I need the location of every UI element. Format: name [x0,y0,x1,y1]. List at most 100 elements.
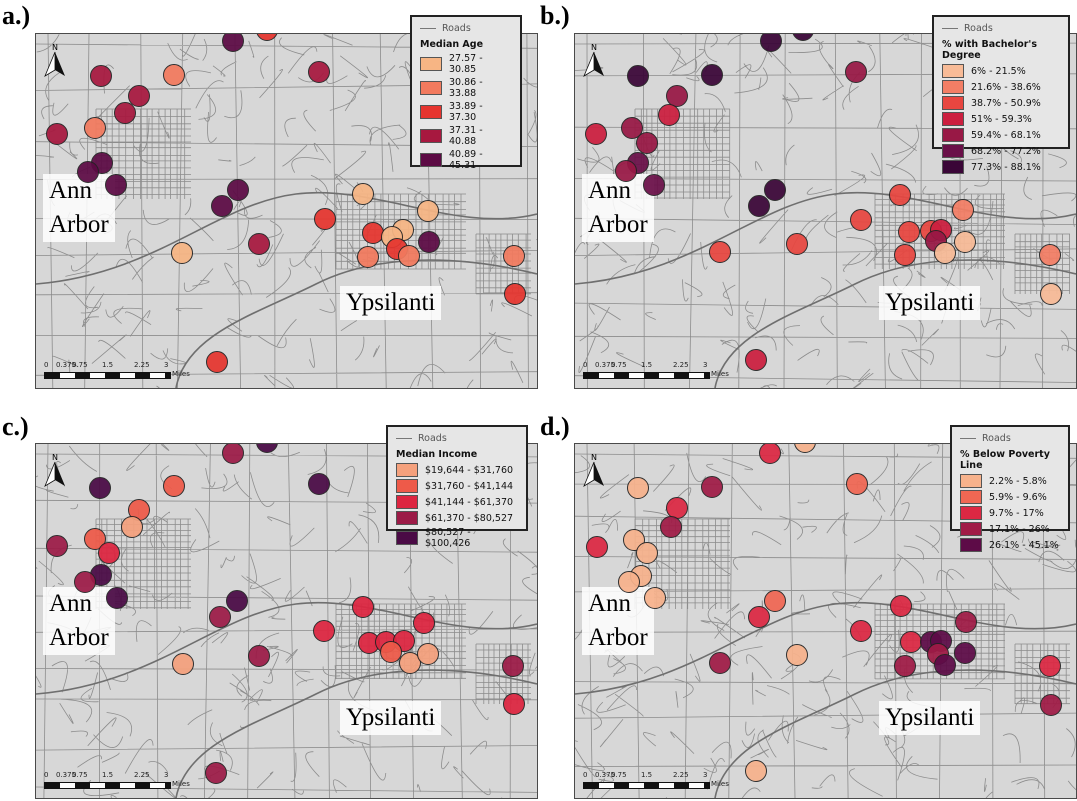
tract-marker[interactable] [77,161,99,183]
tract-marker[interactable] [1040,283,1062,305]
tract-marker[interactable] [380,641,402,663]
tract-marker[interactable] [357,246,379,268]
tract-marker[interactable] [850,209,872,231]
tract-marker[interactable] [84,117,106,139]
tract-marker[interactable] [709,652,731,674]
legend-item: $19,644 - $31,760 [396,463,518,477]
tract-marker[interactable] [745,349,767,371]
tract-marker[interactable] [504,283,526,305]
tract-marker[interactable] [636,132,658,154]
tract-marker[interactable] [621,117,643,139]
tract-marker[interactable] [503,693,525,715]
tract-marker[interactable] [308,473,330,495]
tract-marker[interactable] [211,195,233,217]
tract-marker[interactable] [1039,244,1061,266]
legend-item: 59.4% - 68.1% [942,128,1060,142]
tract-marker[interactable] [934,242,956,264]
tract-marker[interactable] [748,606,770,628]
tract-marker[interactable] [209,606,231,628]
tract-marker[interactable] [898,221,920,243]
city-label-ann-arbor: Ann Arbor [582,174,654,242]
tract-marker[interactable] [1039,655,1061,677]
tract-marker[interactable] [172,653,194,675]
tract-marker[interactable] [121,516,143,538]
tract-marker[interactable] [786,644,808,666]
tract-marker[interactable] [760,34,782,52]
tract-marker[interactable] [660,516,682,538]
tract-marker[interactable] [764,179,786,201]
tract-marker[interactable] [786,233,808,255]
tract-marker[interactable] [709,241,731,263]
tract-marker[interactable] [644,587,666,609]
tract-marker[interactable] [585,123,607,145]
legend-title: % Below Poverty Line [960,449,1050,471]
tract-marker[interactable] [900,631,922,653]
tract-marker[interactable] [889,184,911,206]
tract-marker[interactable] [352,596,374,618]
tract-marker[interactable] [413,612,435,634]
tract-marker[interactable] [226,590,248,612]
tract-marker[interactable] [954,231,976,253]
tract-marker[interactable] [502,655,524,677]
tract-marker[interactable] [417,200,439,222]
tract-marker[interactable] [417,643,439,665]
tract-marker[interactable] [106,587,128,609]
tract-marker[interactable] [1040,694,1062,716]
tract-marker[interactable] [399,652,421,674]
tract-marker[interactable] [658,104,680,126]
tract-marker[interactable] [128,85,150,107]
tract-marker[interactable] [764,590,786,612]
tract-marker[interactable] [46,535,68,557]
tract-marker[interactable] [74,571,96,593]
tract-marker[interactable] [894,244,916,266]
tract-marker[interactable] [627,65,649,87]
tract-marker[interactable] [934,654,956,676]
city-label-ann-arbor: Ann Arbor [43,174,115,242]
tract-marker[interactable] [745,760,767,782]
tract-marker[interactable] [954,642,976,664]
tract-marker[interactable] [894,655,916,677]
tract-marker[interactable] [222,34,244,52]
tract-marker[interactable] [352,183,374,205]
tract-marker[interactable] [308,61,330,83]
tract-marker[interactable] [248,233,270,255]
tract-marker[interactable] [701,64,723,86]
tract-marker[interactable] [89,477,111,499]
legend-item-label: 59.4% - 68.1% [971,129,1041,141]
tract-marker[interactable] [850,620,872,642]
tract-marker[interactable] [398,245,420,267]
tract-marker[interactable] [952,199,974,221]
tract-marker[interactable] [955,611,977,633]
tract-marker[interactable] [206,351,228,373]
legend-title: Median Age [420,39,484,50]
tract-marker[interactable] [627,477,649,499]
tract-marker[interactable] [586,536,608,558]
tract-marker[interactable] [90,65,112,87]
tract-marker[interactable] [618,571,640,593]
tract-marker[interactable] [46,123,68,145]
tract-marker[interactable] [163,475,185,497]
tract-marker[interactable] [890,595,912,617]
tract-marker[interactable] [845,61,867,83]
tract-marker[interactable] [205,762,227,784]
tract-marker[interactable] [615,160,637,182]
tract-marker[interactable] [418,231,440,253]
tract-marker[interactable] [98,542,120,564]
tract-marker[interactable] [759,444,781,464]
tract-marker[interactable] [227,179,249,201]
tract-marker[interactable] [222,444,244,464]
scale-tick-label: 0.75 [611,361,627,369]
tract-marker[interactable] [248,645,270,667]
tract-marker[interactable] [748,195,770,217]
tract-marker[interactable] [846,473,868,495]
tract-marker[interactable] [313,620,335,642]
tract-marker[interactable] [636,542,658,564]
tract-marker[interactable] [643,174,665,196]
tract-marker[interactable] [171,242,193,264]
tract-marker[interactable] [163,64,185,86]
tract-marker[interactable] [105,174,127,196]
tract-marker[interactable] [701,476,723,498]
tract-marker[interactable] [114,102,136,124]
tract-marker[interactable] [503,245,525,267]
tract-marker[interactable] [314,208,336,230]
